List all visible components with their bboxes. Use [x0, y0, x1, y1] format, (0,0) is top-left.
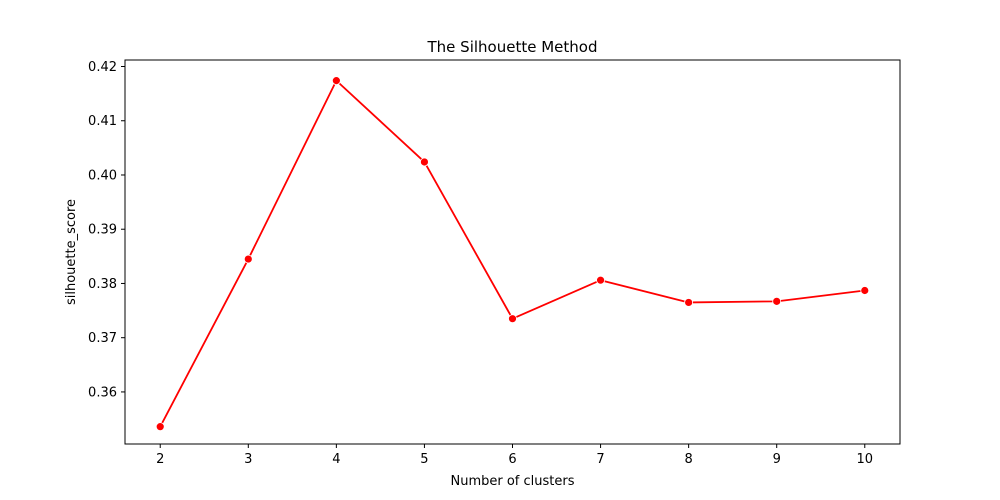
x-tick-label: 10	[856, 452, 873, 467]
y-tick-label: 0.38	[88, 277, 117, 292]
data-point	[243, 254, 253, 264]
data-point	[684, 298, 694, 307]
data-point	[420, 157, 429, 167]
y-tick-label: 0.41	[88, 114, 117, 129]
series-layer	[155, 76, 870, 432]
x-axis-label: Number of clusters	[450, 474, 574, 489]
data-point	[331, 76, 341, 86]
y-tick-label: 0.37	[88, 331, 117, 346]
x-tick-label: 5	[420, 452, 428, 467]
x-tick-label: 9	[773, 452, 781, 467]
x-tick-label: 8	[684, 452, 692, 467]
y-tick-label: 0.36	[88, 385, 117, 400]
data-point	[155, 422, 165, 432]
x-tick-label: 6	[508, 452, 516, 467]
data-point	[508, 314, 517, 324]
y-axis-ticks: 0.36 0.37 0.38 0.39 0.40 0.41 0.42	[88, 60, 125, 400]
x-tick-label: 7	[596, 452, 604, 467]
x-tick-label: 2	[156, 452, 164, 467]
y-tick-label: 0.42	[88, 60, 117, 75]
chart-title: The Silhouette Method	[427, 38, 598, 56]
data-point	[596, 275, 605, 285]
y-axis-label: silhouette_score	[64, 199, 79, 305]
y-tick-label: 0.40	[88, 168, 117, 183]
data-point	[772, 296, 782, 306]
x-tick-label: 4	[332, 452, 340, 467]
y-tick-label: 0.39	[88, 223, 117, 238]
data-point	[860, 286, 870, 295]
x-tick-label: 3	[244, 452, 252, 467]
x-axis-ticks: 2 3 4 5 6 7 8 9 10	[156, 444, 873, 467]
